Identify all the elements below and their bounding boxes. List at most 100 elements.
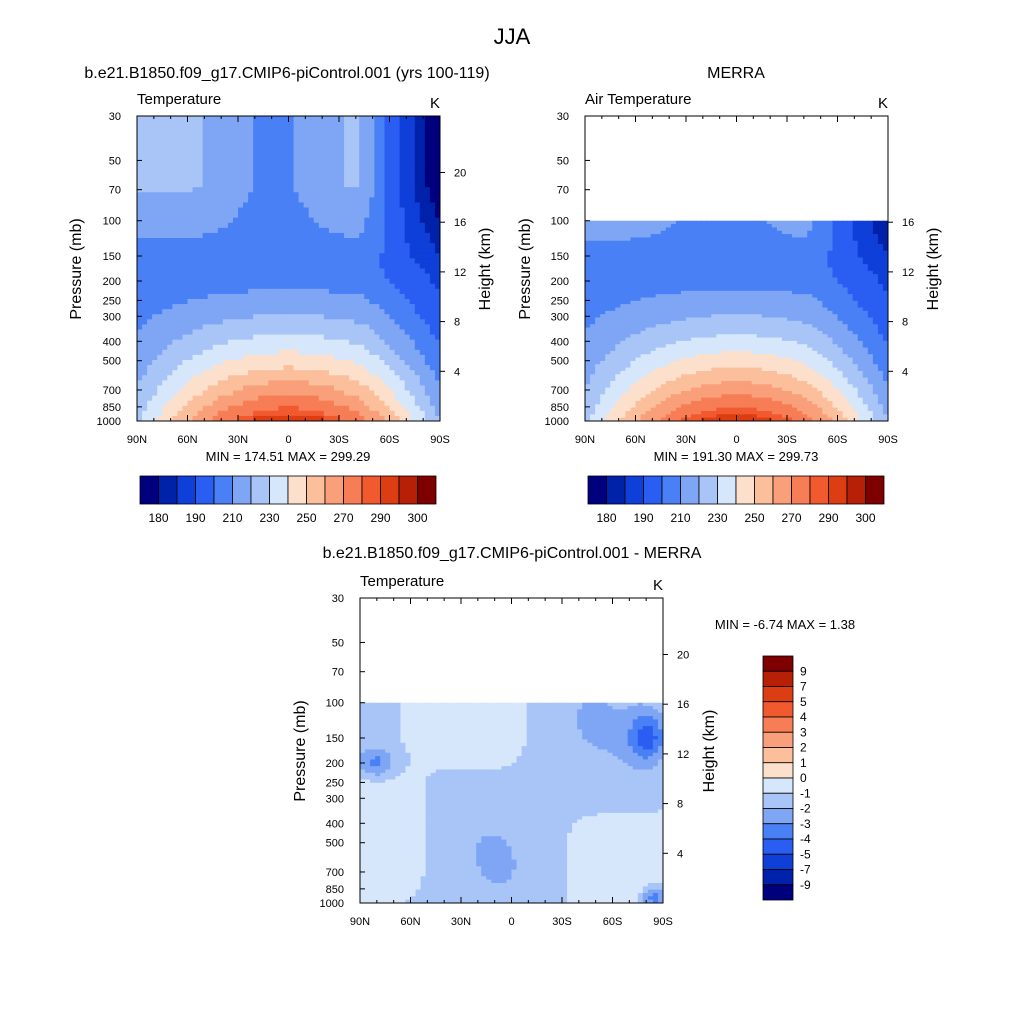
contour-cell bbox=[419, 202, 426, 209]
contour-cell bbox=[595, 274, 601, 279]
contour-cell bbox=[333, 278, 340, 285]
contour-cell bbox=[389, 319, 396, 326]
contour-cell bbox=[222, 334, 229, 341]
contour-cell bbox=[303, 187, 310, 193]
contour-cell bbox=[344, 395, 350, 402]
contour-cell bbox=[278, 222, 285, 229]
contour-cell bbox=[655, 284, 662, 289]
contour-cell bbox=[660, 277, 667, 282]
contour-cell bbox=[248, 268, 254, 275]
contour-cell bbox=[197, 268, 204, 275]
contour-cell bbox=[258, 390, 264, 397]
contour-cell bbox=[293, 161, 300, 168]
contour-cell bbox=[625, 247, 632, 252]
contour-cell bbox=[711, 250, 717, 255]
contour-cell bbox=[867, 234, 874, 239]
contour-cell bbox=[721, 264, 727, 269]
contour-cell bbox=[197, 192, 204, 198]
contour-cell bbox=[630, 250, 637, 255]
contour-cell bbox=[222, 273, 229, 280]
contour-cell bbox=[731, 264, 738, 269]
contour-cell bbox=[746, 244, 753, 249]
contour-cell bbox=[283, 263, 290, 270]
contour-cell bbox=[202, 329, 209, 336]
contour-cell bbox=[268, 222, 274, 229]
contour-cell bbox=[182, 116, 189, 122]
contour-cell bbox=[354, 248, 360, 254]
contour-cell bbox=[263, 192, 269, 198]
contour-cell bbox=[182, 141, 189, 148]
contour-cell bbox=[339, 248, 345, 254]
contour-cell bbox=[756, 274, 763, 279]
contour-cell bbox=[248, 395, 254, 402]
contour-cell bbox=[217, 299, 224, 305]
contour-cell bbox=[650, 287, 657, 292]
contour-cell bbox=[635, 264, 642, 269]
contour-cell bbox=[424, 293, 431, 300]
contour-cell bbox=[630, 264, 637, 269]
contour-cell bbox=[384, 263, 391, 270]
contour-cell bbox=[686, 237, 692, 242]
contour-cell bbox=[394, 136, 401, 143]
contour-cell bbox=[137, 334, 143, 341]
contour-cell bbox=[142, 410, 148, 417]
contour-cell bbox=[756, 220, 763, 225]
contour-cell bbox=[781, 270, 788, 275]
contour-cell bbox=[238, 304, 244, 310]
contour-cell bbox=[333, 385, 340, 392]
contour-cell bbox=[399, 232, 406, 239]
contour-cell bbox=[414, 222, 421, 229]
contour-cell bbox=[817, 257, 823, 262]
contour-cell bbox=[172, 121, 178, 127]
contour-cell bbox=[620, 230, 626, 235]
contour-cell bbox=[842, 237, 849, 242]
contour-cell bbox=[268, 156, 274, 163]
contour-cell bbox=[787, 264, 793, 269]
contour-cell bbox=[620, 260, 626, 265]
contour-cell bbox=[605, 287, 611, 292]
contour-cell bbox=[318, 283, 325, 290]
contour-cell bbox=[635, 237, 642, 242]
contour-cell bbox=[731, 267, 738, 272]
contour-cell bbox=[394, 329, 401, 336]
contour-cell bbox=[364, 344, 370, 351]
contour-cell bbox=[339, 166, 345, 173]
contour-cell bbox=[303, 156, 310, 163]
contour-cell bbox=[157, 258, 163, 265]
contour-cell bbox=[872, 287, 879, 292]
contour-cell bbox=[419, 263, 426, 270]
contour-cell bbox=[238, 390, 244, 397]
contour-cell bbox=[278, 121, 285, 127]
contour-cell bbox=[323, 278, 330, 285]
contour-cell bbox=[802, 274, 808, 279]
contour-cell bbox=[379, 207, 386, 214]
contour-cell bbox=[162, 238, 168, 244]
contour-cell bbox=[721, 244, 727, 249]
contour-cell bbox=[217, 243, 224, 249]
contour-cell bbox=[142, 121, 148, 127]
contour-cell bbox=[187, 197, 194, 204]
contour-cell bbox=[182, 126, 189, 132]
contour-cell bbox=[379, 187, 386, 193]
contour-cell bbox=[686, 287, 692, 292]
contour-cell bbox=[404, 319, 411, 326]
contour-cell bbox=[258, 415, 264, 421]
contour-cell bbox=[882, 247, 888, 252]
contour-cell bbox=[172, 116, 178, 122]
contour-cell bbox=[222, 405, 229, 412]
contour-cell bbox=[344, 385, 350, 392]
contour-cell bbox=[172, 202, 178, 209]
contour-cell bbox=[787, 230, 793, 235]
contour-cell bbox=[364, 278, 370, 285]
contour-cell bbox=[152, 253, 158, 259]
contour-cell bbox=[217, 156, 224, 163]
contour-cell bbox=[217, 161, 224, 168]
contour-cell bbox=[182, 161, 189, 168]
contour-cell bbox=[374, 299, 380, 305]
contour-cell bbox=[202, 410, 209, 417]
contour-cell bbox=[424, 253, 431, 259]
contour-cell bbox=[238, 136, 244, 143]
contour-cell bbox=[746, 284, 753, 289]
contour-cell bbox=[142, 126, 148, 132]
contour-cell bbox=[776, 220, 783, 225]
